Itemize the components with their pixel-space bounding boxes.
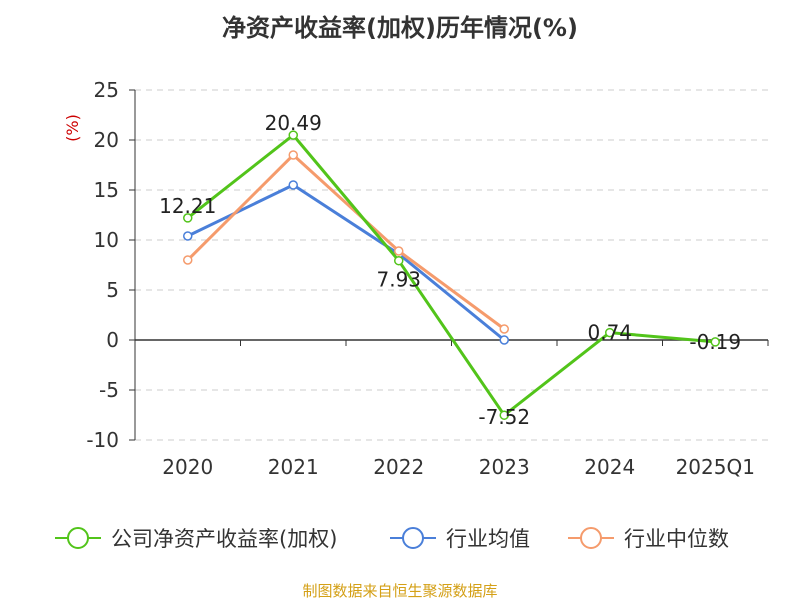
y-tick-label: 0 xyxy=(106,328,119,352)
x-tick-label: 2020 xyxy=(162,455,213,479)
legend-marker xyxy=(402,527,424,549)
series-line xyxy=(186,153,506,331)
y-tick-label: 10 xyxy=(94,228,119,252)
legend-label: 行业中位数 xyxy=(624,527,729,551)
series-line xyxy=(186,133,716,417)
data-point xyxy=(288,150,298,160)
data-label: -7.52 xyxy=(478,405,530,429)
data-point xyxy=(288,180,298,190)
data-point xyxy=(499,324,509,334)
data-point xyxy=(499,335,509,345)
x-tick-label: 2024 xyxy=(584,455,635,479)
y-tick-label: -10 xyxy=(86,428,119,452)
data-label: 12.21 xyxy=(159,194,216,218)
legend-marker xyxy=(580,527,602,549)
y-tick-label: 20 xyxy=(94,128,119,152)
data-point xyxy=(183,213,193,223)
y-tick-label: 15 xyxy=(94,178,119,202)
data-label: 0.74 xyxy=(587,321,632,345)
x-tick-label: 2023 xyxy=(479,455,530,479)
x-tick-label: 2021 xyxy=(268,455,319,479)
legend: 公司净资产收益率(加权) 行业均值 行业中位数 xyxy=(55,527,729,551)
data-label: -0.19 xyxy=(689,330,741,354)
data-point xyxy=(710,337,720,347)
y-axis-label: (%) xyxy=(63,114,82,142)
data-label: 20.49 xyxy=(265,111,322,135)
data-label: 7.93 xyxy=(376,268,421,292)
data-point xyxy=(605,327,615,338)
x-tick-label: 2025Q1 xyxy=(676,455,755,479)
y-tick-label: 5 xyxy=(106,278,119,302)
data-labels: 12.21 20.49 7.93 -7.52 0.74 -0.19 xyxy=(159,111,741,429)
legend-label: 行业均值 xyxy=(446,527,530,551)
y-tick-label: -5 xyxy=(99,378,119,402)
data-point xyxy=(183,231,193,241)
source-note: 制图数据来自恒生聚源数据库 xyxy=(302,582,498,600)
series-line xyxy=(187,183,506,342)
chart-title: 净资产收益率(加权)历年情况(%) xyxy=(222,14,578,42)
x-tick-label: 2022 xyxy=(373,455,424,479)
axes: -10 -5 0 5 10 15 20 25 2020 2021 2022 2023 2024 2025Q… xyxy=(63,78,769,479)
series-lines xyxy=(183,130,720,420)
legend-label: 公司净资产收益率(加权) xyxy=(111,527,337,551)
data-point xyxy=(394,255,404,266)
data-point xyxy=(183,255,193,265)
y-tick-label: 25 xyxy=(94,78,119,102)
legend-marker xyxy=(67,527,89,549)
data-point xyxy=(288,130,298,140)
gridlines xyxy=(135,89,768,441)
data-point xyxy=(394,246,404,256)
data-point xyxy=(499,410,509,420)
